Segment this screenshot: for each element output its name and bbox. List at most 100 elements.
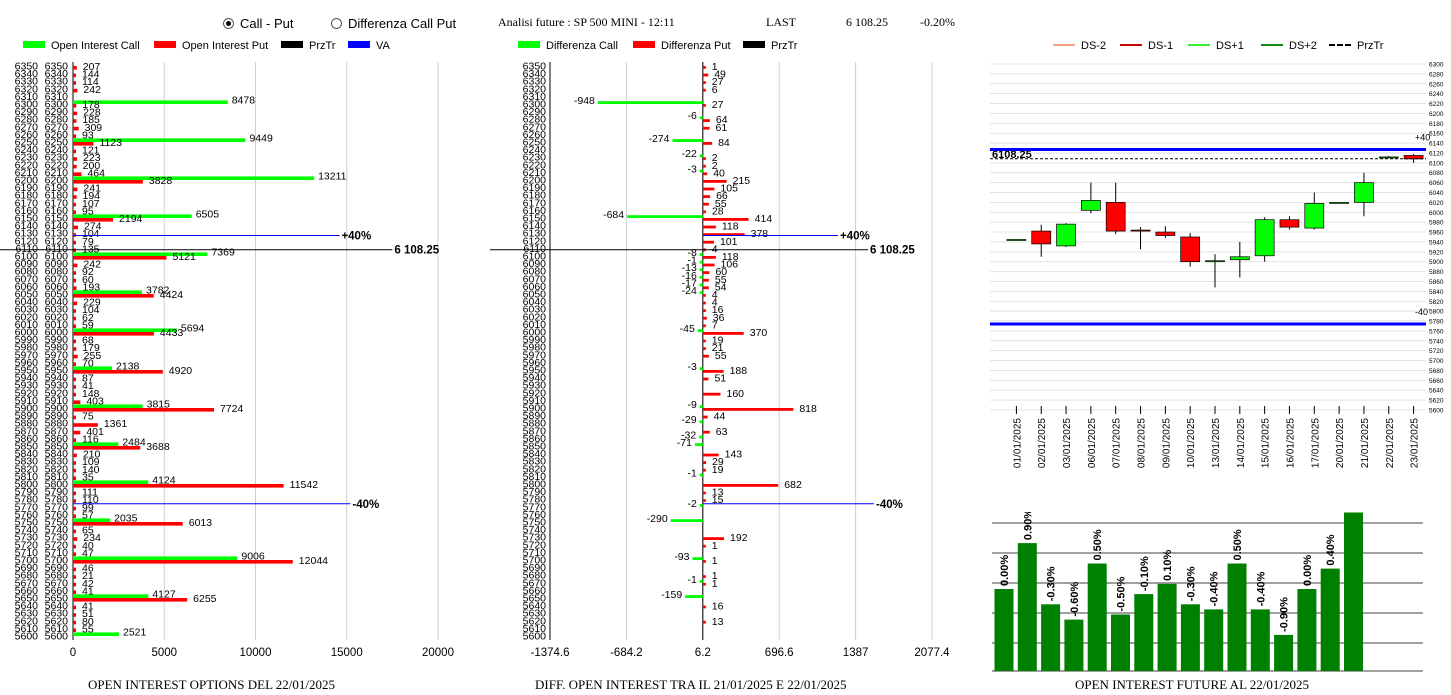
strike-label: 5810	[523, 471, 547, 483]
strike-label: 6260	[45, 129, 69, 141]
strike-label: 5720	[523, 539, 547, 551]
diff-put-label: 118	[722, 251, 739, 263]
put-bar	[73, 111, 78, 116]
put-value-label: 79	[82, 236, 94, 248]
legend-swatch	[281, 41, 303, 48]
y-tick-label: 5960	[1429, 230, 1444, 237]
call-value-label: 5694	[181, 323, 205, 335]
future-oi-bar	[1227, 563, 1247, 671]
future-oi-chart: 0.00% 0.90% -0.30% -0.60% 0.50% -0.50% -0.10% 0…	[992, 512, 1423, 672]
put-value-label: 114	[82, 76, 99, 88]
diff-call-label: -71	[677, 437, 692, 449]
x-date-label: 10/01/2025	[1186, 418, 1197, 468]
diff-put-bar	[702, 316, 707, 320]
strike-label: 5620	[523, 615, 547, 627]
put-value-label: 109	[82, 456, 100, 468]
va-high-label: +40	[1415, 133, 1430, 143]
diff-put-label: 51	[714, 373, 726, 385]
legend-label: PrzTr	[771, 40, 798, 52]
strike-label: 6020	[523, 311, 547, 323]
diff-put-label: 1	[712, 540, 718, 552]
strike-label: 5930	[15, 380, 39, 392]
future-oi-bar	[1204, 609, 1224, 671]
strike-label: 5950	[15, 365, 39, 377]
put-bar	[73, 377, 76, 382]
radio-differenza[interactable]: Differenza Call Put	[331, 16, 456, 31]
future-oi-label: 0.10%	[1162, 549, 1174, 580]
strike-label: 6060	[15, 281, 39, 293]
call-value-label: 9449	[249, 133, 273, 145]
diff-call-bar	[699, 116, 703, 120]
strike-label: 6300	[15, 99, 39, 111]
strike-label: 5630	[15, 608, 39, 620]
diff-put-bar	[702, 240, 714, 244]
diff-call-bar	[699, 154, 703, 158]
strike-label: 6050	[45, 289, 69, 301]
legend-swatch	[1329, 44, 1351, 46]
strike-label: 5620	[45, 615, 69, 627]
put-value-label: 274	[84, 221, 102, 233]
put-value-label: 110	[82, 494, 99, 506]
strike-label: 5810	[45, 471, 69, 483]
x-tick-label: -684.2	[610, 647, 643, 659]
put-bar	[73, 104, 77, 108]
call-bar	[73, 100, 228, 104]
candle-body	[1329, 202, 1349, 204]
x-date-label: 16/01/2025	[1285, 418, 1296, 468]
strike-label: 6010	[15, 319, 39, 331]
legend-item: DS+2	[1261, 40, 1317, 52]
strike-label: 5970	[45, 349, 69, 361]
strike-label: 6070	[45, 273, 69, 285]
diff-put-bar	[702, 560, 706, 563]
diff-put-label: 49	[714, 69, 726, 81]
strike-label: 5640	[45, 600, 69, 612]
diff-put-label: 13	[712, 487, 724, 499]
legend-label: DS+2	[1289, 40, 1317, 52]
future-oi-label: 0.40%	[1325, 534, 1337, 565]
diff-put-bar	[702, 575, 706, 578]
radio-unselected-icon[interactable]	[331, 18, 342, 29]
strike-label: 6350	[523, 61, 547, 73]
radio-call-put[interactable]: Call - Put	[223, 16, 293, 31]
diff-call-label: -3	[687, 361, 696, 373]
put-bar	[73, 506, 76, 511]
strike-label: 5980	[45, 342, 69, 354]
diff-put-bar	[702, 210, 706, 214]
strike-label: 5800	[15, 479, 39, 491]
put-value-label: 7724	[220, 403, 244, 415]
diff-put-bar	[702, 620, 706, 624]
diff-put-label: 4	[712, 289, 718, 301]
call-value-label: 4124	[152, 475, 176, 487]
put-value-label: 46	[82, 563, 94, 575]
legend-swatch	[1053, 44, 1075, 46]
strike-label: 6330	[15, 76, 39, 88]
candle-body	[1254, 219, 1275, 257]
diff-put-label: 192	[730, 532, 748, 544]
strike-label: 5970	[523, 349, 547, 361]
diff-put-label: 13	[712, 616, 724, 628]
strike-label: 6030	[15, 304, 39, 316]
put-value-label: 104	[82, 228, 100, 240]
candle-body	[1081, 200, 1101, 211]
put-bar	[73, 354, 78, 359]
y-tick-label: 6160	[1429, 131, 1444, 138]
future-oi-bar	[1344, 512, 1363, 671]
strike-label: 6210	[523, 167, 547, 179]
diff-put-bar	[702, 218, 749, 221]
strike-label: 6080	[523, 266, 547, 278]
x-date-label: 17/01/2025	[1310, 418, 1321, 468]
strike-label: 6010	[45, 319, 69, 331]
radio-differenza-label: Differenza Call Put	[348, 16, 457, 31]
future-oi-bar	[1064, 619, 1084, 671]
future-oi-bar	[1274, 634, 1294, 671]
radio-selected-icon[interactable]	[223, 18, 234, 29]
diff-put-bar	[702, 294, 706, 297]
diff-put-label: 215	[733, 175, 751, 187]
put-bar	[73, 66, 77, 70]
diff-put-bar	[702, 278, 709, 282]
diff-put-bar	[702, 377, 709, 381]
legend-item: Differenza Put	[633, 40, 731, 52]
strike-label: 5910	[15, 395, 39, 407]
strike-label: 6110	[45, 243, 68, 255]
diff-call-label: -29	[681, 414, 696, 426]
